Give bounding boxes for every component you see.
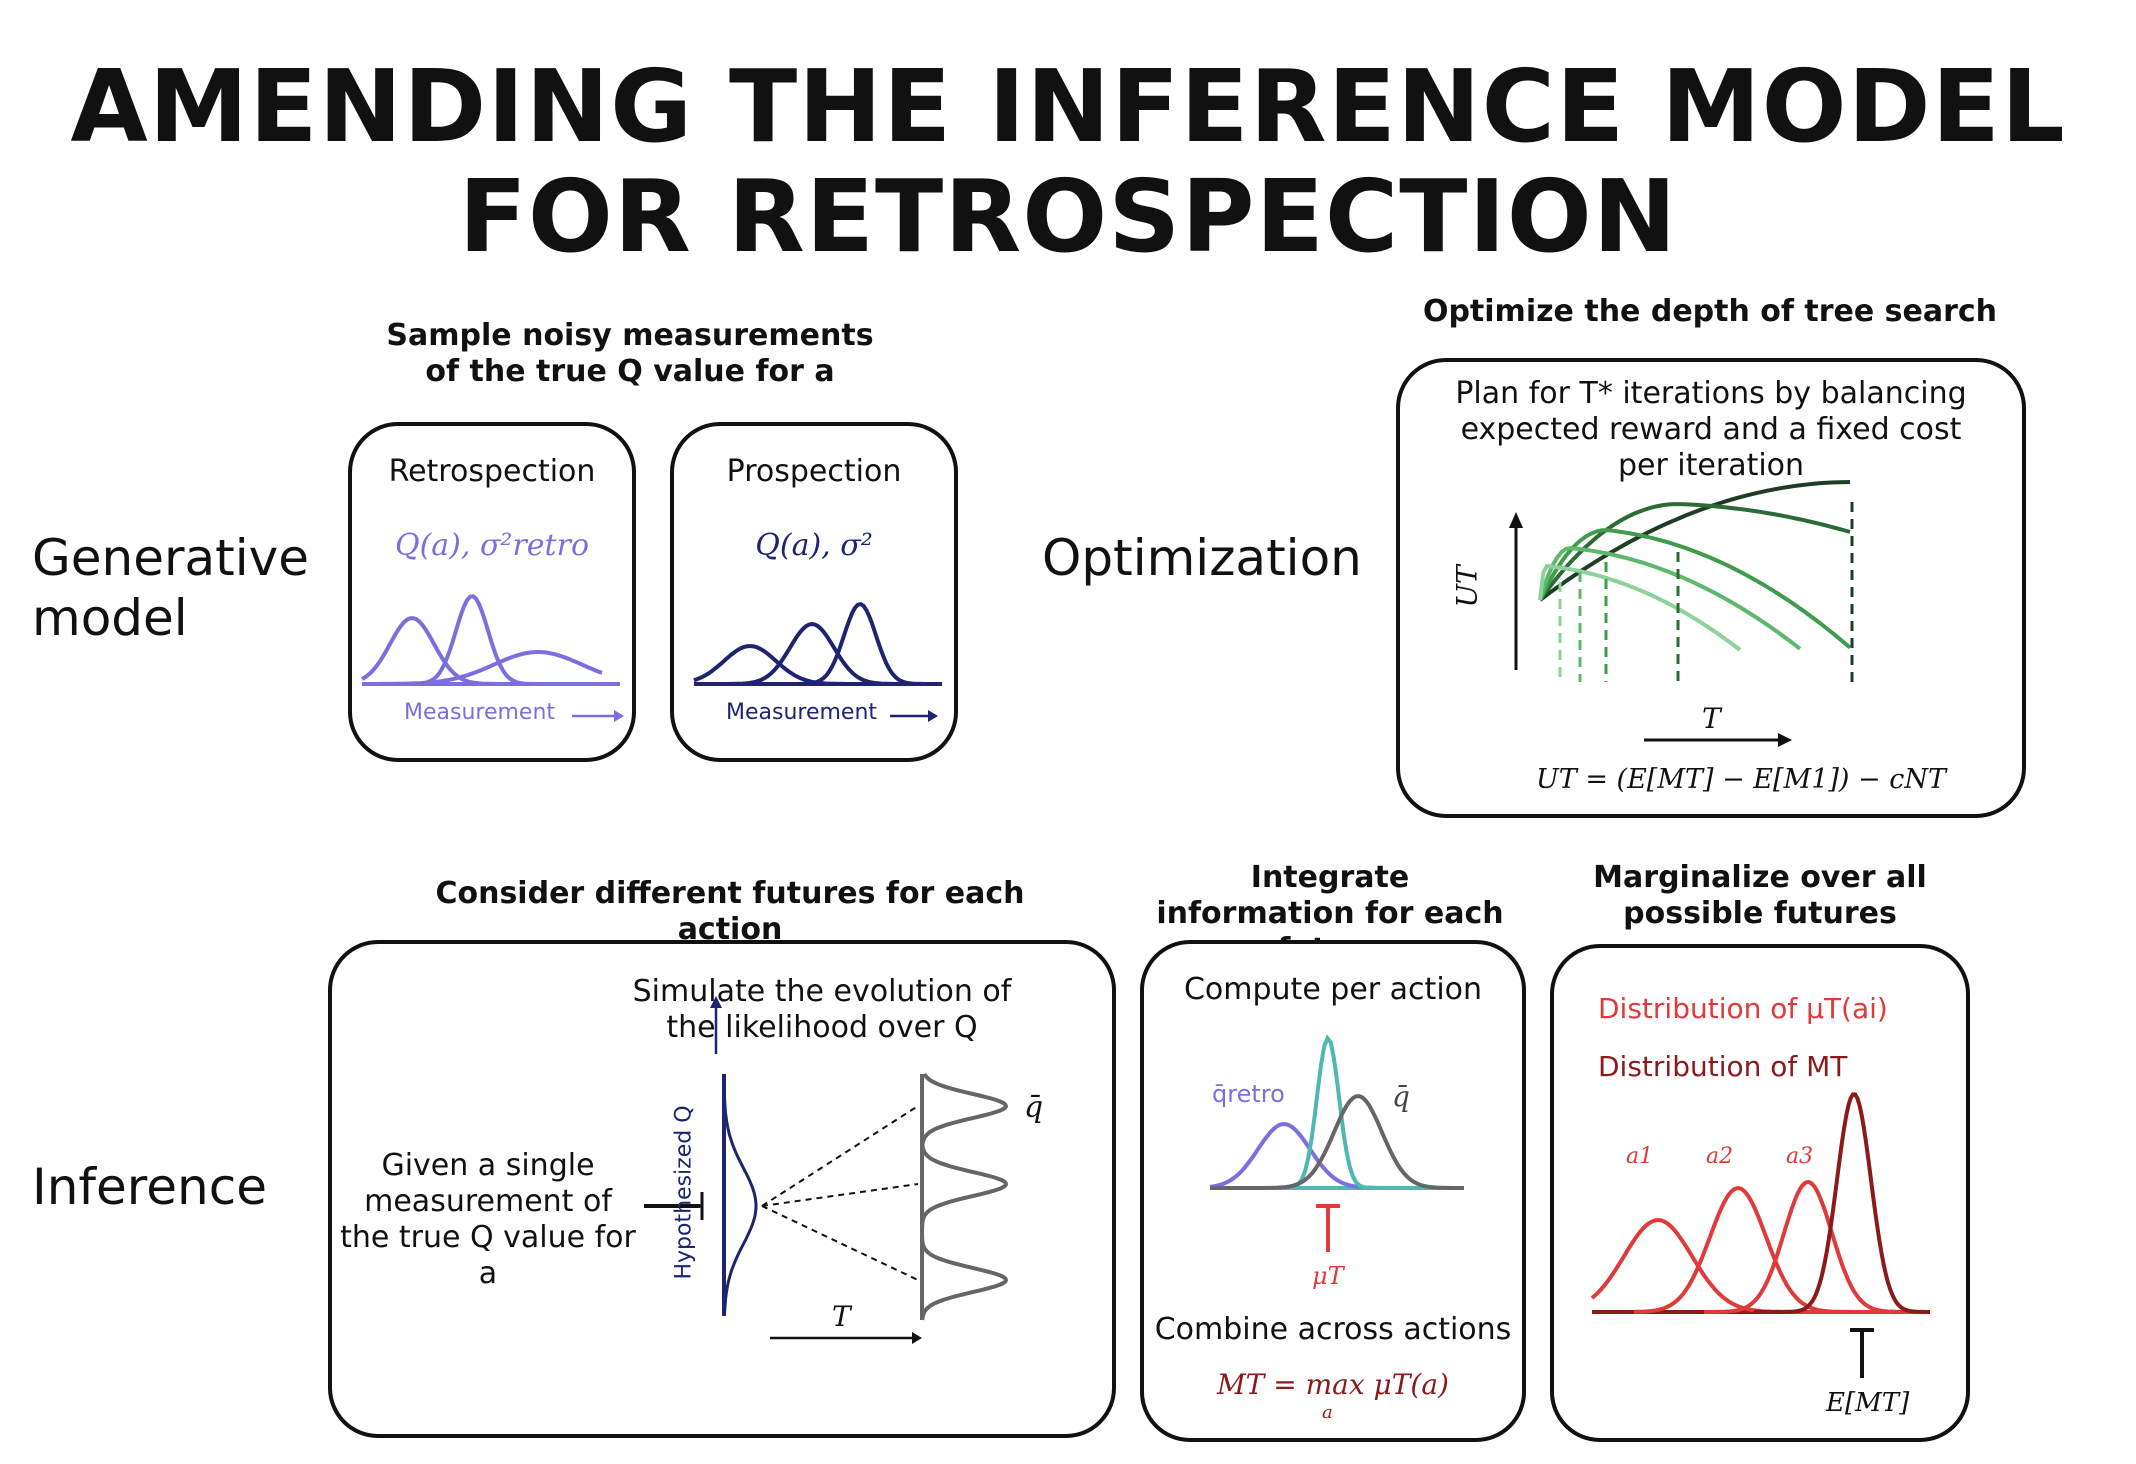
mu-distribution-a2: [1633, 1185, 1894, 1314]
retrospection-curves: [361, 594, 624, 722]
utility-curve-4: [1538, 545, 1802, 651]
retrospection-formula: Q(a), σ²retro: [394, 528, 590, 563]
expectation-label: E[MT]: [1826, 1388, 1910, 1418]
given-text: Given a single measurement of the true Q…: [340, 1148, 636, 1291]
dist-M-text: Distribution of MT: [1598, 1050, 1848, 1083]
optimize-x-label: T: [1702, 702, 1721, 735]
optimize-text: Plan for T* iterations by balancing expe…: [1455, 376, 1967, 483]
qretro-curve: [1209, 1121, 1464, 1190]
marginalize-plot: [1590, 1092, 1930, 1378]
combine-equation: MT = max μT(a): [1217, 1368, 1449, 1401]
compute-text: Compute per action: [1183, 972, 1483, 1007]
future-likelihood-curve: [920, 1072, 1009, 1321]
futures-panel: Simulate the evolution of the likelihood…: [328, 940, 1116, 1438]
retro-gaussian-3: [362, 650, 603, 686]
qbar-label: q̄: [1392, 1080, 1410, 1113]
integrate-panel: Compute per action q̄retro q̄ μT Combine…: [1140, 940, 1526, 1442]
action-label-2: a2: [1706, 1144, 1734, 1169]
futures-qbar-label: q̄: [1024, 1090, 1044, 1125]
pros-gaussian-2: [694, 621, 924, 686]
prospection-panel: Prospection Q(a), σ² Measurement: [670, 422, 958, 762]
retrospection-panel: Retrospection Q(a), σ²retro Measurement: [348, 422, 636, 762]
hypothesized-q-label: Hypothesized Q: [671, 1105, 697, 1280]
mu-label: μT: [1312, 1262, 1344, 1290]
likelihood-curve: [722, 1074, 758, 1317]
retrospection-label: Retrospection: [388, 454, 596, 489]
qbar-curve: [1210, 1094, 1464, 1190]
prospection-curves: [693, 601, 942, 722]
utility-curve-5: [1538, 563, 1742, 652]
row-label-inference: Inference: [32, 1158, 267, 1216]
integrate-header: Integrate information for each future: [1156, 860, 1504, 967]
futures-header: Consider different futures for each acti…: [435, 876, 1025, 947]
prospection-axis-label: Measurement: [726, 700, 878, 725]
prospection-formula: Q(a), σ²: [755, 528, 873, 563]
optimize-equation: UT = (E[MT] − E[M1]) − cNT: [1536, 764, 1946, 795]
M-distribution: [1754, 1092, 1930, 1314]
futures-diagram: [644, 996, 1009, 1344]
qretro-label: q̄retro: [1212, 1080, 1285, 1108]
pros-gaussian-1: [693, 644, 924, 686]
combine-equation-sub: a: [1322, 1402, 1333, 1423]
marginalize-panel: Distribution of μT(ai) Distribution of M…: [1550, 944, 1970, 1442]
action-label-1: a1: [1626, 1144, 1654, 1169]
integrate-plot: [1209, 1034, 1464, 1252]
dist-mu-text: Distribution of μT(ai): [1598, 992, 1888, 1025]
mu-distribution-a1: [1590, 1217, 1854, 1314]
optimize-plot: [1509, 480, 1854, 747]
utility-curve-3: [1538, 528, 1852, 650]
utility-curve-1: [1538, 480, 1851, 602]
row-label-optimization: Optimization: [1042, 529, 1362, 587]
mu-distribution-a3: [1704, 1179, 1930, 1314]
action-label-3: a3: [1786, 1144, 1814, 1169]
futures-x-label: T: [832, 1300, 851, 1333]
optimize-header: Optimize the depth of tree search: [1422, 294, 1998, 329]
prospection-label: Prospection: [726, 454, 902, 489]
page-title: AMENDING THE INFERENCE MODEL FOR RETROSP…: [70, 48, 2066, 275]
retro-gaussian-1: [361, 616, 602, 686]
optimize-panel: Plan for T* iterations by balancing expe…: [1396, 358, 2026, 818]
utility-curve-2: [1538, 502, 1851, 602]
simulate-text: Simulate the evolution of the likelihood…: [632, 974, 1012, 1045]
marginalize-header: Marginalize over all possible futures: [1593, 860, 1927, 931]
optimize-y-label: UT: [1450, 565, 1484, 608]
sample-header: Sample noisy measurements of the true Q …: [386, 318, 874, 389]
row-label-generative: Generative model: [32, 529, 310, 647]
retrospection-axis-label: Measurement: [404, 700, 556, 725]
combine-text: Combine across actions: [1154, 1312, 1512, 1347]
pros-gaussian-3: [694, 601, 925, 686]
